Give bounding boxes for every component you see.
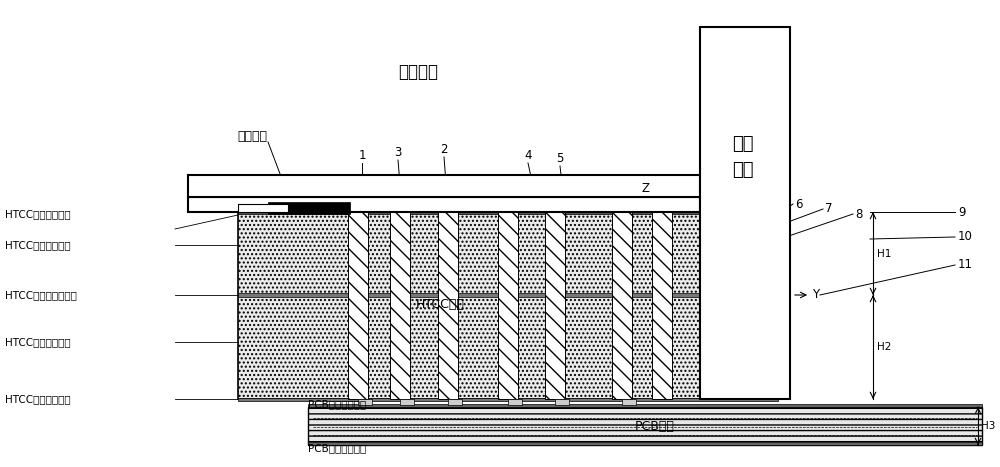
- Text: HTCC衬底下介质层: HTCC衬底下介质层: [5, 337, 71, 347]
- Bar: [308, 442, 982, 445]
- Bar: [308, 404, 982, 407]
- Bar: [438, 212, 458, 399]
- Text: 9: 9: [958, 205, 966, 219]
- Bar: [498, 212, 518, 399]
- Bar: [622, 399, 636, 405]
- Text: Y: Y: [812, 289, 819, 302]
- Text: H1: H1: [877, 249, 891, 259]
- Text: 封焊盖板: 封焊盖板: [398, 63, 438, 81]
- Text: 6: 6: [795, 198, 802, 211]
- Bar: [652, 212, 672, 399]
- Text: Z: Z: [641, 182, 649, 195]
- Text: 1: 1: [358, 149, 366, 162]
- Text: 3: 3: [394, 146, 402, 159]
- Bar: [508, 399, 522, 405]
- Text: 2: 2: [440, 143, 448, 156]
- Text: PCB母板: PCB母板: [635, 420, 675, 433]
- Text: HTCC衬底顶层电路: HTCC衬底顶层电路: [5, 209, 71, 219]
- Text: 7: 7: [825, 203, 832, 215]
- Text: PCB母板顶层电路: PCB母板顶层电路: [308, 399, 366, 409]
- Text: 内部电路: 内部电路: [237, 130, 267, 143]
- Bar: [545, 212, 565, 399]
- Text: 4: 4: [524, 149, 532, 162]
- Bar: [390, 212, 410, 399]
- Bar: [358, 399, 372, 405]
- Text: 金属
围框: 金属 围框: [732, 135, 754, 178]
- Bar: [238, 212, 778, 399]
- Bar: [268, 202, 350, 214]
- Bar: [238, 293, 778, 297]
- Text: 11: 11: [958, 259, 973, 271]
- Text: H2: H2: [877, 342, 891, 352]
- Bar: [700, 27, 790, 399]
- Bar: [555, 399, 569, 405]
- Bar: [448, 399, 462, 405]
- Bar: [238, 398, 778, 401]
- Text: 5: 5: [556, 152, 564, 165]
- Text: HTCC衬底上介质层: HTCC衬底上介质层: [5, 240, 71, 250]
- Text: 10: 10: [958, 231, 973, 243]
- Text: HTCC衬底底层电路: HTCC衬底底层电路: [5, 394, 71, 404]
- Text: H3: H3: [981, 421, 995, 431]
- Bar: [238, 212, 778, 214]
- Bar: [308, 407, 982, 445]
- Bar: [188, 175, 700, 197]
- Bar: [188, 197, 700, 212]
- Bar: [400, 399, 414, 405]
- Bar: [612, 212, 632, 399]
- Bar: [348, 212, 368, 399]
- Text: PCB母板接地平面: PCB母板接地平面: [308, 443, 366, 453]
- Text: HTCC衬底中间层电路: HTCC衬底中间层电路: [5, 290, 77, 300]
- Text: HTCC衬底: HTCC衬底: [416, 298, 464, 311]
- Text: 8: 8: [855, 207, 862, 220]
- Bar: [238, 204, 288, 212]
